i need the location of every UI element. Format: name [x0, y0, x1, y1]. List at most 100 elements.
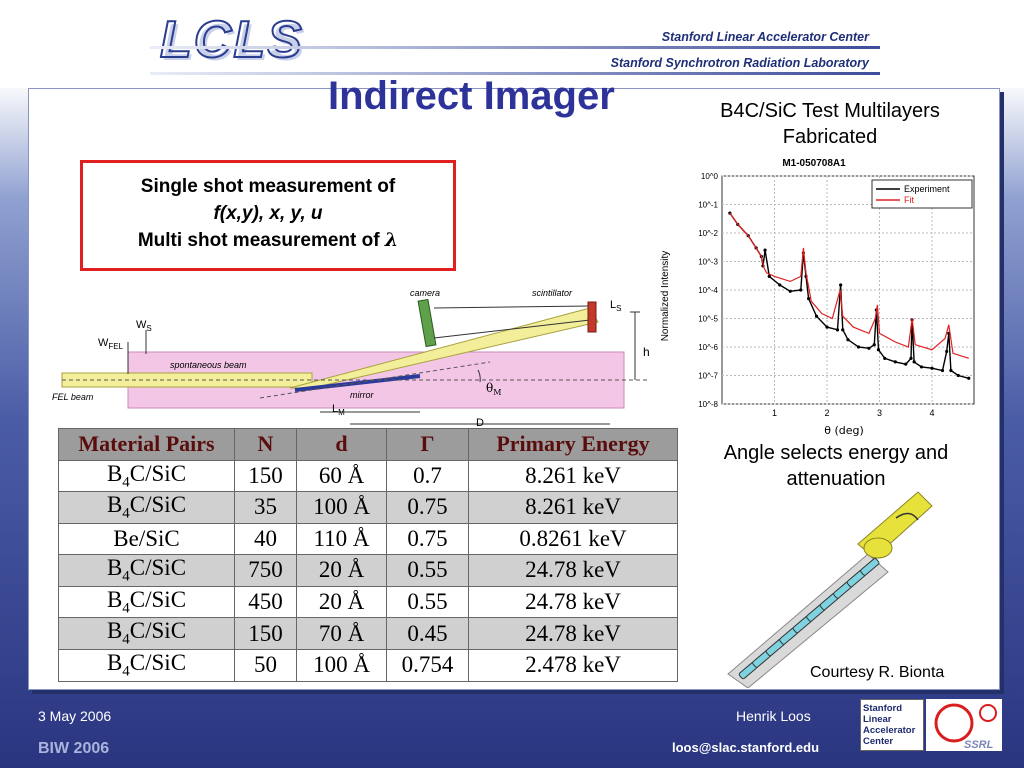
chart-y-tick-label: 10^0 [701, 172, 719, 181]
chart-point-experiment [763, 248, 767, 252]
box-line-1: Single shot measurement of [140, 176, 396, 197]
cell-gamma: 0.7 [386, 459, 469, 493]
slac-logo-line-4: Center [863, 736, 894, 747]
chart-point-experiment [930, 366, 934, 370]
cell-material-main: B [106, 460, 123, 486]
chart-title: M1-050708A1 [782, 158, 846, 169]
cell-material-main: B [106, 649, 123, 675]
col-gamma: Γ [386, 428, 469, 461]
cell-gamma: 0.55 [386, 585, 469, 619]
cell-material-rest: C/SiC [129, 460, 187, 486]
label-fel-beam: FEL beam [52, 392, 94, 402]
label-ws: WS [136, 319, 152, 333]
chart-series-line-fit [729, 212, 969, 359]
label-theta-sub: M [493, 388, 501, 397]
cell-material-rest: C/SiC [129, 555, 187, 581]
label-mirror: mirror [350, 390, 374, 400]
chart-point-experiment [767, 274, 771, 279]
cell-material-sub: 4 [122, 505, 130, 522]
chart-y-tick-label: 10^-7 [698, 372, 718, 381]
table-row: B4C/SiC 450 20 Å 0.55 24.78 keV [58, 585, 678, 619]
multilayer-mirror-illustration [727, 491, 933, 688]
chart-point-experiment [909, 356, 913, 360]
cell-gamma: 0.75 [386, 491, 469, 524]
table-row: B4C/SiC 50 100 Å 0.754 2.478 keV [58, 648, 678, 682]
chart-point-experiment [919, 365, 924, 369]
cell-material-sub: 4 [122, 631, 130, 648]
chart-x-tick-label: 1 [772, 408, 777, 418]
multilayer-table: Material Pairs N d Γ Primary Energy B4C/… [58, 428, 678, 682]
cell-material-rest: C/SiC [129, 492, 187, 518]
cell-gamma: 0.55 [386, 554, 469, 587]
header-org-slac: Stanford Linear Accelerator Center [661, 30, 869, 44]
cell-energy: 0.8261 keV [468, 522, 678, 556]
chart-point-experiment [841, 328, 845, 332]
lcls-logo: LCLS [159, 10, 304, 70]
chart-x-tick-label: 4 [929, 408, 934, 418]
cell-n: 750 [234, 554, 297, 587]
table-row: B4C/SiC 150 60 Å 0.7 8.261 keV [58, 459, 678, 493]
label-wfel-main: W [98, 337, 109, 349]
cell-material-rest: C/SiC [129, 618, 187, 644]
label-h: h [643, 345, 650, 359]
cell-d: 100 Å [296, 491, 387, 524]
chart-point-experiment [940, 368, 945, 373]
chart-legend-label: Fit [904, 195, 914, 205]
cell-energy: 8.261 keV [468, 459, 678, 493]
cell-material-main: B [106, 618, 123, 644]
chart-legend-box [871, 179, 973, 209]
label-camera: camera [410, 288, 440, 298]
label-lm-main: L [332, 403, 338, 415]
label-wfel-sub: FEL [108, 342, 123, 351]
camera-view-line-2 [433, 319, 591, 339]
reflectivity-chart: M1-050708A1 10^0 10^-1 10^-2 10^-3 10^-4 10^-… [660, 158, 975, 437]
cell-material-sub: 4 [122, 600, 130, 617]
cell-n: 35 [234, 491, 297, 524]
chart-point-experiment [949, 368, 953, 373]
lcls-logo-fill: LCLS [163, 14, 307, 72]
chart-point-experiment [967, 376, 971, 380]
cell-energy: 24.78 keV [468, 554, 678, 587]
label-lm: LM [332, 403, 345, 417]
label-ls-main: L [610, 299, 616, 311]
chart-point-experiment [912, 360, 916, 364]
chart-y-tick-label: 10^-2 [698, 229, 718, 238]
footer-date: 3 May 2006 [38, 708, 112, 724]
table-row: B4C/SiC 150 70 Å 0.45 24.78 keV [58, 617, 678, 650]
chart-y-tick-label: 10^-5 [698, 315, 718, 324]
slac-logo-line-1: Stanford [863, 703, 903, 714]
label-wfel: WFEL [98, 337, 124, 351]
cell-gamma: 0.45 [386, 617, 469, 650]
table-row: B4C/SiC 750 20 Å 0.55 24.78 keV [58, 554, 678, 587]
header-rule-bottom [150, 72, 880, 75]
mirror-axis [259, 361, 491, 399]
mirror-cell [860, 558, 880, 576]
cell-d: 20 Å [296, 585, 387, 619]
footer-event: BIW 2006 [38, 740, 110, 757]
cell-d: 100 Å [296, 648, 387, 682]
cell-n: 150 [234, 459, 297, 493]
chart-point-experiment [778, 283, 782, 287]
cell-energy: 24.78 keV [468, 585, 678, 619]
box-line-3: Multi shot measurement of λ [83, 227, 453, 254]
table-header-row: Material Pairs N d Γ Primary Energy [58, 428, 678, 461]
label-ls-sub: S [616, 304, 621, 313]
rotation-arrow-icon [895, 512, 919, 521]
slide-title: Indirect Imager [328, 74, 615, 118]
chart-point-experiment [893, 360, 897, 364]
label-spontaneous: spontaneous beam [170, 360, 247, 370]
cell-material-main: B [106, 492, 123, 518]
cell-energy: 2.478 keV [468, 648, 678, 682]
footer-author: Henrik Loos [736, 708, 811, 724]
cell-material-sub: 4 [122, 663, 130, 680]
cell-material: Be/SiC [58, 522, 235, 556]
cell-d: 70 Å [296, 617, 387, 650]
cell-n: 150 [234, 617, 297, 650]
chart-y-tick-label: 10^-1 [698, 201, 718, 210]
cell-n: 50 [234, 648, 297, 682]
chart-point-experiment [904, 362, 908, 366]
label-ws-sub: S [146, 324, 151, 333]
chart-x-tick-label: 3 [877, 408, 882, 418]
cell-material-main: B [106, 555, 123, 581]
cell-material: B4C/SiC [58, 585, 235, 619]
